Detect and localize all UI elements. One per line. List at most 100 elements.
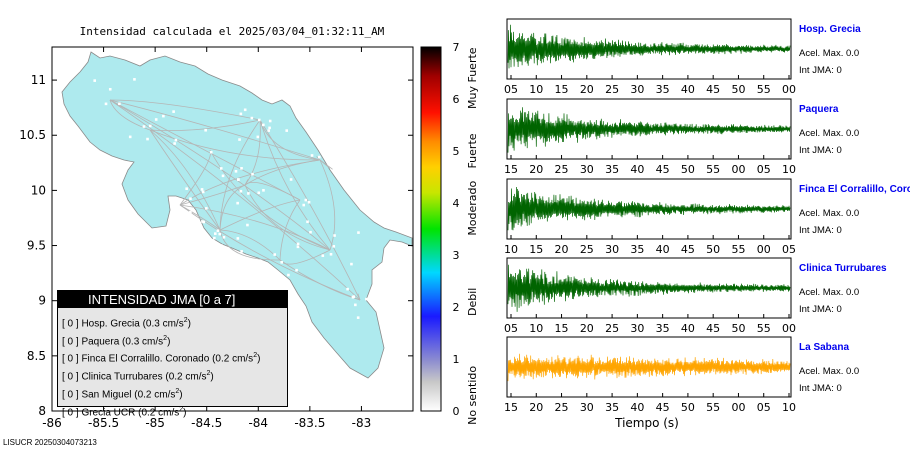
- legend-item-text: [ 0 ] Finca El Corralillo. Coronado (0.2…: [62, 353, 254, 365]
- town-marker: [240, 167, 243, 170]
- town-marker: [380, 289, 384, 293]
- town-marker: [267, 129, 271, 132]
- town-marker: [296, 245, 300, 249]
- town-marker: [262, 123, 265, 127]
- town-marker: [302, 203, 306, 207]
- town-marker: [209, 150, 213, 154]
- legend-item: [ 0 ] Hosp. Grecia (0.3 cm/s2): [62, 314, 287, 332]
- legend-item-text: [ 0 ] San Miguel (0.2 cm/s: [62, 389, 176, 401]
- colorbar-tick-label: 4: [453, 197, 460, 210]
- road-line: [149, 129, 221, 231]
- town-marker: [337, 152, 341, 156]
- time-axis-label: Tiempo (s): [614, 416, 679, 430]
- waveform-trace: [507, 107, 791, 153]
- colorbar-tick-label: 3: [453, 249, 460, 262]
- station-jma-intensity: Int JMA: 0: [799, 65, 842, 76]
- map-y-tick-label: 9.5: [27, 239, 46, 253]
- town-marker: [280, 260, 284, 264]
- legend-item: [ 0 ] Finca El Corralillo. Coronado (0.2…: [62, 349, 287, 367]
- town-marker: [218, 232, 222, 236]
- road-line: [319, 159, 333, 170]
- waveform-tick-label: 40: [656, 243, 670, 256]
- station-max-acceleration: Acel. Max. 0.0: [799, 287, 860, 298]
- town-marker: [213, 232, 217, 235]
- legend-item: [ 0 ] San Miguel (0.2 cm/s2): [62, 385, 287, 403]
- town-marker: [176, 200, 179, 203]
- town-marker: [128, 135, 132, 139]
- town-marker: [321, 254, 325, 257]
- waveform-panels: 05 10 15 20 25 30 35 40 45 50 55 00 15 20 25 30 35 40 45 50…: [504, 18, 796, 414]
- town-marker: [204, 128, 207, 132]
- town-marker: [307, 200, 311, 204]
- colorbar-category-label: Muy Fuerte: [466, 47, 479, 109]
- town-marker: [289, 178, 293, 181]
- road-line: [149, 129, 221, 231]
- town-marker: [240, 250, 243, 253]
- waveform-tick-label: 50: [681, 163, 695, 176]
- road-line: [316, 156, 321, 161]
- intensity-legend: INTENSIDAD JMA [0 a 7] [ 0 ] Hosp. Greci…: [57, 290, 288, 418]
- town-marker: [296, 242, 300, 246]
- legend-unit-exponent: 2: [163, 334, 168, 342]
- road-line: [244, 184, 331, 251]
- waveform-tick-label: 25: [605, 322, 619, 335]
- legend-unit-exponent: 2: [175, 387, 180, 395]
- waveform-panel: 10 15 20 25 30 35 40 45 50 55 00 05: [504, 178, 796, 256]
- waveform-tick-label: 20: [529, 163, 543, 176]
- town-marker: [216, 229, 220, 233]
- town-marker: [173, 142, 176, 145]
- legend-unit-exponent: 2: [206, 370, 211, 378]
- map-y-tick-label: 8.5: [27, 349, 46, 363]
- legend-item-text: [ 0 ] Grecia UCR (0.2 cm/s: [62, 407, 180, 418]
- station-name: Paquera: [799, 104, 839, 115]
- station-max-acceleration: Acel. Max. 0.0: [799, 366, 860, 377]
- map-x-tick-label: -85: [145, 416, 165, 430]
- road-line: [357, 293, 361, 301]
- map-y-tick-label: 11: [31, 73, 46, 87]
- waveform-tick-label: 15: [555, 322, 569, 335]
- town-marker: [278, 273, 281, 277]
- town-marker: [295, 268, 298, 272]
- waveform-tick-label: 10: [782, 163, 796, 176]
- legend-unit-exponent: 2: [179, 405, 184, 413]
- town-marker: [346, 287, 349, 291]
- road-line: [179, 184, 246, 206]
- colorbar-gradient: [420, 46, 442, 412]
- waveform-tick-label: 05: [757, 401, 771, 414]
- town-marker: [213, 236, 216, 240]
- town-marker: [304, 198, 308, 202]
- waveform-tick-label: 40: [630, 163, 644, 176]
- waveform-tick-label: 45: [656, 401, 670, 414]
- map-x-tick-label: -85.5: [88, 416, 119, 430]
- town-marker: [104, 102, 108, 106]
- station-name: Finca El Corralillo, Coro: [799, 184, 910, 195]
- legend-close-paren: ): [183, 407, 187, 418]
- town-marker: [201, 190, 205, 194]
- waveform-tick-label: 55: [706, 401, 720, 414]
- town-marker: [221, 174, 225, 178]
- waveform-tick-label: 25: [605, 83, 619, 96]
- waveform-tick-label: 25: [555, 401, 569, 414]
- colorbar-tick-label: 7: [453, 41, 460, 54]
- town-marker: [306, 220, 309, 224]
- colorbar-category-label: Debil: [466, 288, 479, 316]
- waveform-tick-label: 55: [757, 83, 771, 96]
- town-marker: [189, 210, 192, 214]
- waveform-tick-label: 05: [504, 322, 518, 335]
- waveform-tick-label: 00: [731, 163, 745, 176]
- town-marker: [174, 204, 178, 207]
- waveform-tick-label: 20: [555, 243, 569, 256]
- waveform-tick-label: 55: [731, 243, 745, 256]
- waveform-trace: [507, 264, 791, 312]
- map-x-tick-label: -84.5: [191, 416, 222, 430]
- road-line: [319, 159, 336, 251]
- waveform-tick-label: 55: [706, 163, 720, 176]
- town-marker: [262, 189, 265, 192]
- colorbar-tick-label: 2: [453, 301, 460, 314]
- map-y-tick-label: 8: [38, 404, 46, 418]
- road-line: [109, 99, 151, 131]
- waveform-panel: 05 10 15 20 25 30 35 40 45 50 55 00: [504, 18, 796, 96]
- town-marker: [350, 262, 353, 266]
- town-marker: [205, 207, 208, 210]
